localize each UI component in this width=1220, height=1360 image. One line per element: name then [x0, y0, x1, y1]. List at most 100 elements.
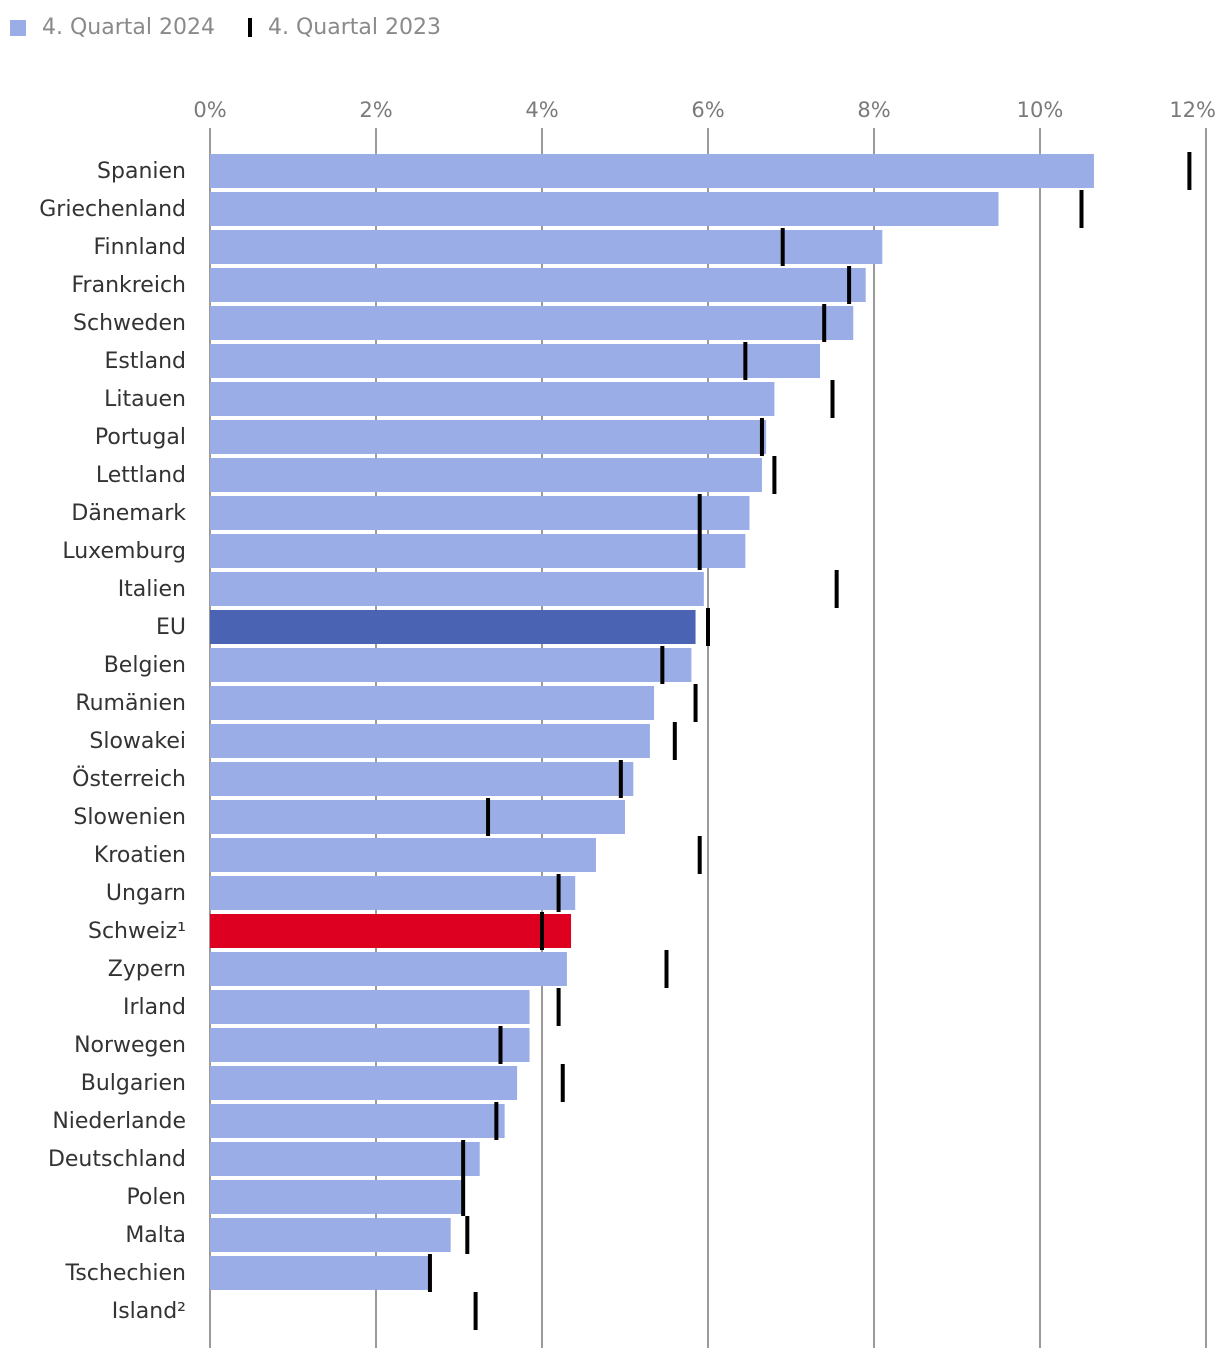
markers-2023: [427, 152, 1192, 1330]
category-label-bulgarien: Bulgarien: [81, 1071, 186, 1096]
category-label-deutschland: Deutschland: [48, 1147, 186, 1172]
marker-2023-niederlande: [494, 1102, 499, 1140]
bar-2024-eu: [210, 610, 696, 644]
category-label-luxemburg: Luxemburg: [62, 539, 186, 564]
x-axis-tick-labels: 0% 2% 4% 6% 8% 10% 12%: [193, 98, 1216, 122]
marker-2023-griechenland: [1079, 190, 1084, 228]
marker-2023-lettland: [772, 456, 777, 494]
bar-2024-spanien: [210, 154, 1094, 188]
marker-2023-ungarn: [556, 874, 561, 912]
marker-2023-schweden: [822, 304, 827, 342]
bar-2024-slowenien: [210, 800, 625, 834]
category-label-tschechien: Tschechien: [65, 1261, 186, 1286]
category-label-island: Island²: [112, 1299, 186, 1324]
category-labels: Spanien Griechenland Finnland Frankreich Sch…: [39, 159, 186, 1324]
x-tick-label-4: 4%: [525, 98, 558, 122]
marker-2023-kroatien: [697, 836, 702, 874]
bar-2024-zypern: [210, 952, 567, 986]
category-label-italien: Italien: [118, 577, 186, 602]
legend-swatch-2024: [10, 20, 26, 36]
category-label-schweden: Schweden: [73, 311, 186, 336]
bar-2024-niederlande: [210, 1104, 505, 1138]
bar-2024-portugal: [210, 420, 767, 454]
x-tick-label-12: 12%: [1169, 98, 1216, 122]
marker-2023-deutschland: [461, 1140, 466, 1178]
bar-2024-norwegen: [210, 1028, 530, 1062]
marker-2023-tschechien: [427, 1254, 432, 1292]
bar-2024-slowakei: [210, 724, 650, 758]
category-label-litauen: Litauen: [104, 387, 186, 412]
bar-2024-lettland: [210, 458, 762, 492]
legend: 4. Quartal 2024 4. Quartal 2023: [10, 15, 441, 40]
bar-2024-belgien: [210, 648, 692, 682]
category-label-slowakei: Slowakei: [89, 729, 186, 754]
marker-2023-daenemark: [697, 494, 702, 532]
legend-label-2023: 4. Quartal 2023: [268, 15, 441, 40]
bar-2024-schweiz: [210, 914, 572, 948]
category-label-finnland: Finnland: [93, 235, 186, 260]
category-label-oesterreich: Österreich: [72, 766, 186, 792]
bar-2024-bulgarien: [210, 1066, 518, 1100]
category-label-irland: Irland: [123, 995, 186, 1020]
category-label-belgien: Belgien: [104, 653, 186, 678]
marker-2023-norwegen: [498, 1026, 503, 1064]
category-label-griechenland: Griechenland: [39, 197, 186, 222]
category-label-norwegen: Norwegen: [74, 1033, 186, 1058]
category-label-eu: EU: [156, 615, 186, 640]
marker-2023-luxemburg: [697, 532, 702, 570]
marker-2023-island: [473, 1292, 478, 1330]
marker-2023-portugal: [759, 418, 764, 456]
category-label-frankreich: Frankreich: [71, 273, 186, 298]
category-label-malta: Malta: [125, 1223, 186, 1248]
bar-2024-finnland: [210, 230, 883, 264]
bar-2024-estland: [210, 344, 821, 378]
category-label-ungarn: Ungarn: [106, 881, 186, 906]
category-label-polen: Polen: [126, 1185, 186, 1210]
x-tick-label-6: 6%: [691, 98, 724, 122]
marker-2023-polen: [461, 1178, 466, 1216]
category-label-zypern: Zypern: [108, 957, 186, 982]
marker-2023-oesterreich: [618, 760, 623, 798]
category-label-kroatien: Kroatien: [94, 843, 186, 868]
x-tick-label-0: 0%: [193, 98, 226, 122]
x-tick-label-2: 2%: [359, 98, 392, 122]
bar-2024-ungarn: [210, 876, 576, 910]
marker-2023-slowakei: [672, 722, 677, 760]
category-label-schweiz: Schweiz¹: [88, 919, 186, 944]
bar-2024-griechenland: [210, 192, 999, 226]
bar-2024-daenemark: [210, 496, 750, 530]
category-label-spanien: Spanien: [97, 159, 186, 184]
category-label-daenemark: Dänemark: [71, 501, 186, 526]
bar-2024-luxemburg: [210, 534, 746, 568]
bar-2024-malta: [210, 1218, 451, 1252]
marker-2023-finnland: [780, 228, 785, 266]
category-label-estland: Estland: [105, 349, 187, 374]
bar-2024-kroatien: [210, 838, 596, 872]
category-label-niederlande: Niederlande: [52, 1109, 186, 1134]
bar-2024-schweden: [210, 306, 854, 340]
marker-2023-slowenien: [486, 798, 491, 836]
marker-2023-estland: [743, 342, 748, 380]
marker-2023-malta: [465, 1216, 470, 1254]
x-tick-label-8: 8%: [857, 98, 890, 122]
marker-2023-zypern: [664, 950, 669, 988]
bar-2024-deutschland: [210, 1142, 480, 1176]
bar-2024-rumaenien: [210, 686, 655, 720]
marker-2023-spanien: [1187, 152, 1192, 190]
bar-2024-tschechien: [210, 1256, 430, 1290]
x-tick-label-10: 10%: [1017, 98, 1064, 122]
category-label-portugal: Portugal: [95, 425, 186, 450]
bar-2024-oesterreich: [210, 762, 634, 796]
bar-2024-frankreich: [210, 268, 866, 302]
marker-2023-bulgarien: [560, 1064, 565, 1102]
marker-2023-rumaenien: [693, 684, 698, 722]
bar-2024-polen: [210, 1180, 464, 1214]
legend-label-2024: 4. Quartal 2024: [42, 15, 215, 40]
category-label-rumaenien: Rumänien: [75, 691, 186, 716]
category-label-slowenien: Slowenien: [73, 805, 186, 830]
marker-2023-belgien: [660, 646, 665, 684]
marker-2023-frankreich: [847, 266, 852, 304]
bars-2024: [210, 154, 1094, 1290]
bar-2024-irland: [210, 990, 530, 1024]
